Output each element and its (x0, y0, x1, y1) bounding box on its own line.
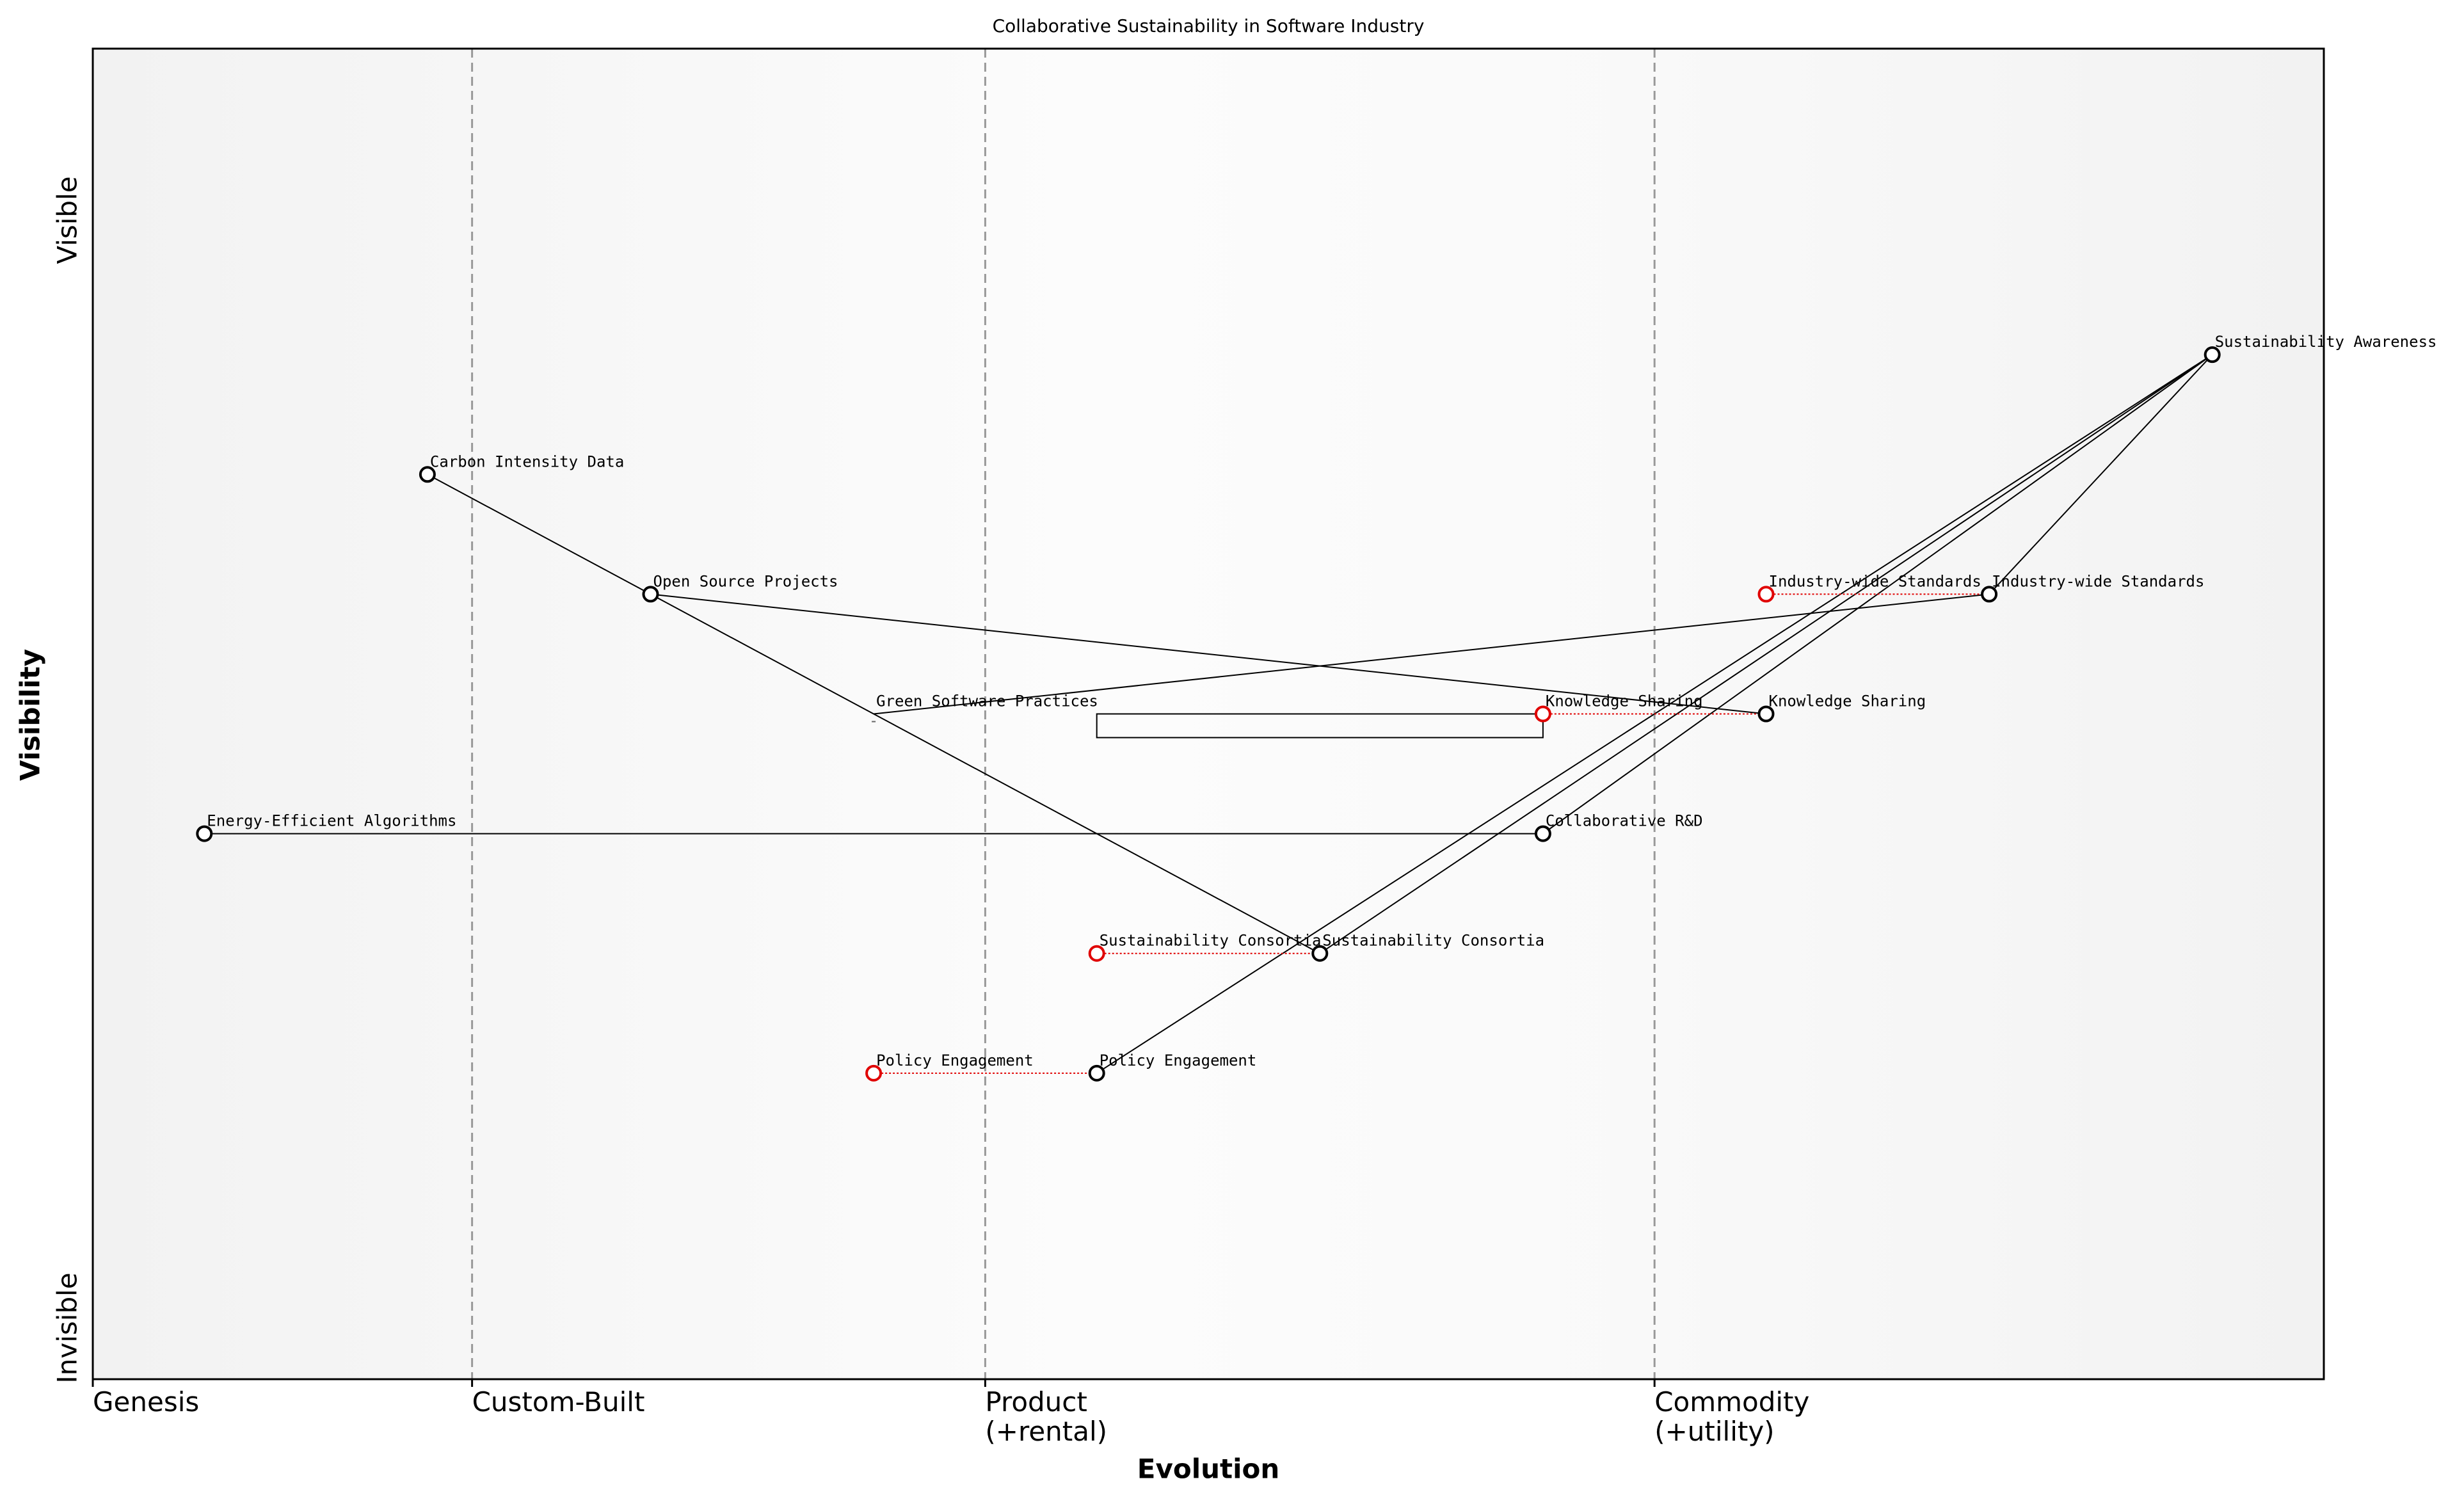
link (650, 593, 1320, 954)
x-tick-label: Genesis (93, 1386, 199, 1418)
component-label: Industry-wide Standards (1992, 572, 2204, 590)
component-marker (2204, 346, 2221, 364)
component-marker (1088, 1064, 1105, 1082)
y-tick-label: Visible (52, 176, 83, 264)
component-marker (1534, 825, 1551, 842)
component-marker (1311, 945, 1329, 962)
y-axis-title: Visibility (15, 649, 46, 781)
x-tick-label: Product (+rental) (985, 1386, 1107, 1447)
evolved-from-marker (1534, 705, 1551, 723)
x-tick-label: Custom-Built (472, 1386, 645, 1418)
evolved-from-marker (1088, 945, 1105, 962)
link (1319, 354, 2213, 954)
pipeline (1096, 713, 1544, 739)
link (873, 593, 1990, 715)
evolved-from-marker (1757, 586, 1775, 603)
component-label: Policy Engagement (1100, 1052, 1257, 1069)
evolved-from-label: Knowledge Sharing (1546, 692, 1703, 710)
plot-frame (92, 47, 2325, 1380)
component-label: Energy-Efficient Algorithms (207, 812, 456, 830)
x-tick-label: Commodity (+utility) (1654, 1386, 1809, 1447)
component-label: Carbon Intensity Data (430, 452, 624, 470)
evolved-from-label: Sustainability Consortia (1100, 932, 1322, 950)
component-marker (419, 466, 436, 483)
evolved-from-label: Industry-wide Standards (1769, 572, 1981, 590)
link (1988, 354, 2213, 595)
component-label: Collaborative R&D (1546, 812, 1703, 830)
component-label: Sustainability Awareness (2215, 333, 2437, 351)
map-layer: Genesis Custom-Built Product (+rental) Commo… (52, 49, 2437, 1447)
component-label: Knowledge Sharing (1769, 692, 1926, 710)
link (427, 474, 651, 595)
component-marker (642, 586, 659, 603)
component-label: Green Software Practices (876, 692, 1098, 710)
component-label: Sustainability Consortia (1322, 932, 1544, 950)
x-axis-title: Evolution (1137, 1453, 1279, 1485)
component-marker (1757, 705, 1775, 723)
component-marker (196, 825, 213, 842)
chart-title: Collaborative Sustainability in Software… (993, 15, 1425, 36)
component-label: Open Source Projects (653, 572, 838, 590)
evolved-from-marker (865, 1064, 883, 1082)
evolved-from-label: Policy Engagement (876, 1052, 1034, 1069)
link (650, 593, 1766, 715)
component-marker (1981, 586, 1998, 603)
y-tick-label: Invisible (52, 1272, 83, 1383)
